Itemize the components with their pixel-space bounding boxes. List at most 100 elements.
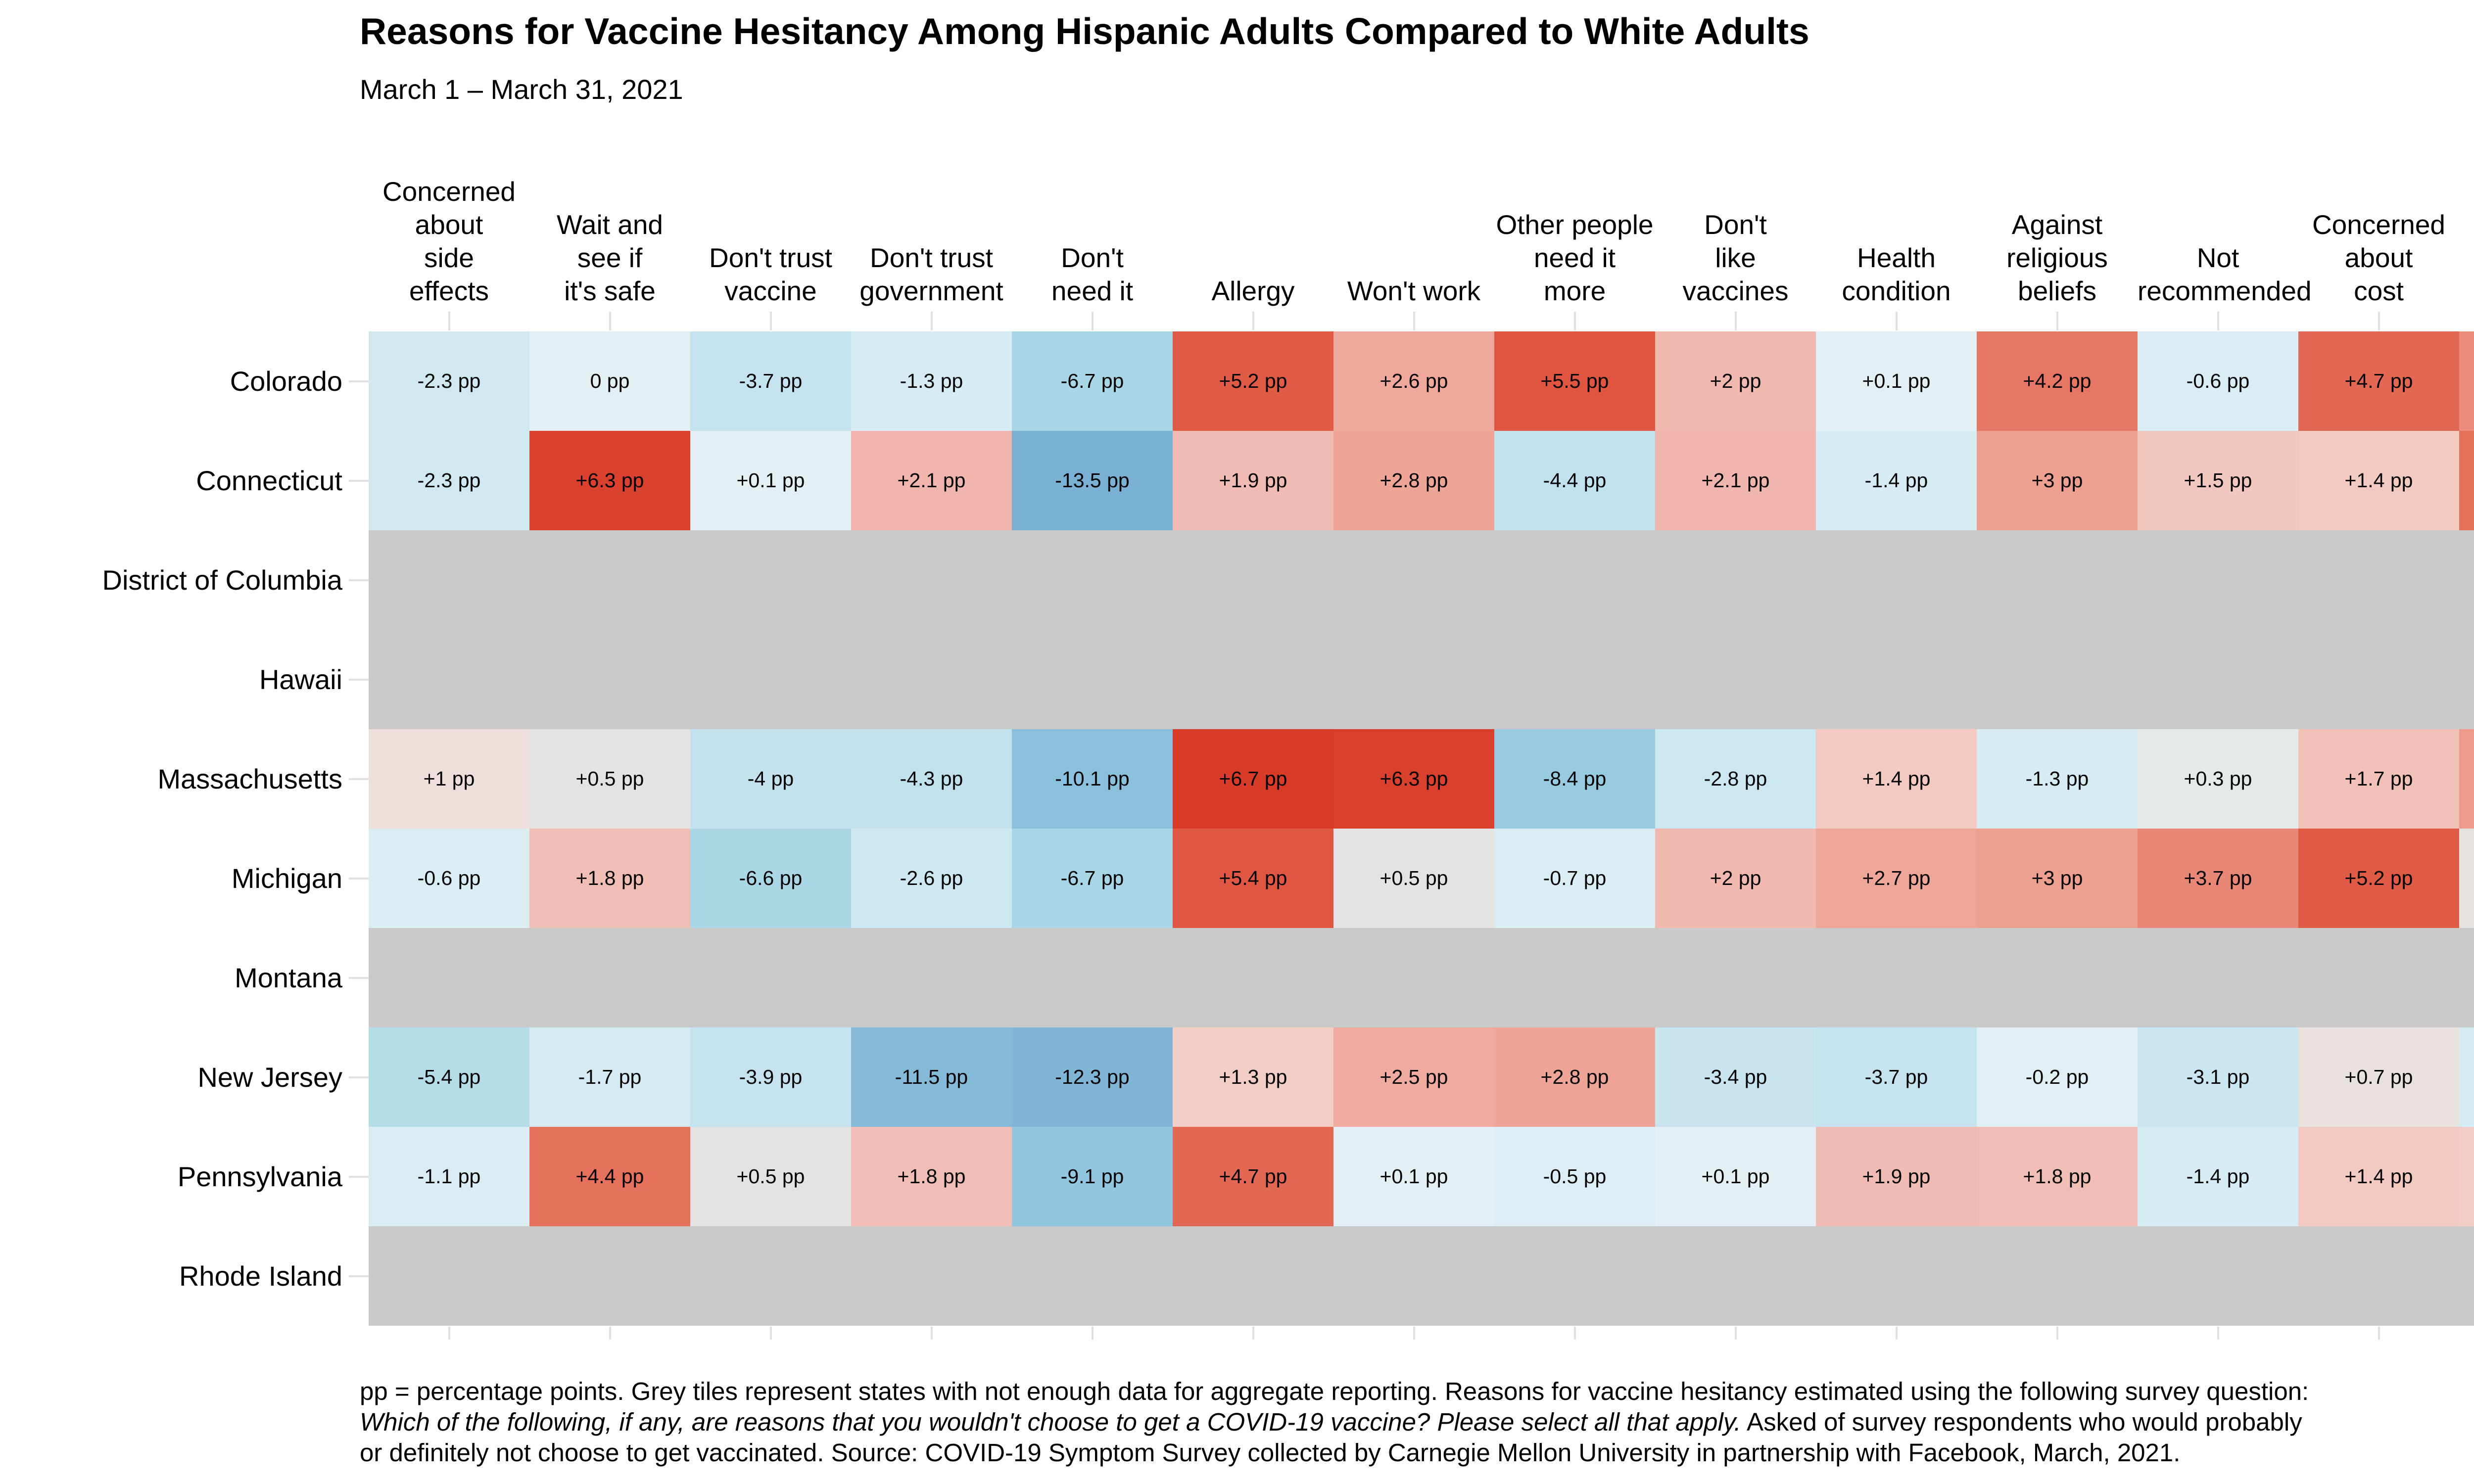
heatmap-cell: -9.1 pp (1012, 1127, 1173, 1226)
cell-value: +2.8 pp (1380, 469, 1448, 492)
axis-tick (349, 1175, 369, 1178)
cell-value: -6.6 pp (739, 867, 803, 889)
heatmap-cell: +2.6 pp (1333, 331, 1494, 431)
heatmap-cell: +4.4 pp (2459, 431, 2474, 530)
heatmap-cell: +5.2 pp (1173, 331, 1333, 431)
column-header-concerned-about-cost: Concerned about cost (2312, 209, 2446, 306)
column-header-against-religious-beliefs: Against religious beliefs (2006, 209, 2108, 306)
heatmap-cell: +1.9 pp (1816, 1127, 1977, 1226)
heatmap-cell: +6.3 pp (1333, 729, 1494, 829)
cell-value: -2.3 pp (417, 370, 481, 392)
cell-value: +2.1 pp (1701, 469, 1770, 492)
no-data-row-rhode-island (369, 1226, 2474, 1326)
row-label-rhode-island: Rhode Island (179, 1260, 342, 1292)
cell-value: +4.4 pp (575, 1165, 644, 1188)
row-label-michigan: Michigan (231, 863, 342, 894)
heatmap-cell: 0 pp (529, 331, 690, 431)
heatmap-cell: -12.3 pp (1012, 1027, 1173, 1127)
heatmap-grid: -2.3 pp 0 pp -3.7 pp -1.3 pp -6.7 pp +5.2 pp +… (369, 331, 2474, 1326)
cell-value: -13.5 pp (1055, 469, 1130, 492)
cell-value: +6.3 pp (1380, 767, 1448, 790)
cell-value: -0.2 pp (2025, 1066, 2089, 1088)
heatmap-cell: -1.7 pp (529, 1027, 690, 1127)
axis-tick (769, 312, 772, 330)
cell-value: +1 pp (423, 767, 475, 790)
heatmap-cell: -8.4 pp (1494, 729, 1655, 829)
cell-value: -4 pp (747, 767, 794, 790)
axis-tick (1252, 312, 1254, 330)
cell-value: -6.7 pp (1060, 370, 1124, 392)
heatmap-cell: -0.6 pp (2138, 331, 2298, 431)
heatmap-cell: +2 pp (1655, 829, 1816, 928)
heatmap-cell: +0.1 pp (1655, 1127, 1816, 1226)
cell-value: +1.5 pp (2184, 469, 2252, 492)
heatmap-cell: -6.7 pp (1012, 829, 1173, 928)
cell-value: +0.1 pp (1380, 1165, 1448, 1188)
cell-value: -1.3 pp (2025, 767, 2089, 790)
heatmap-cell: +3.1 pp (2459, 729, 2474, 829)
axis-tick (930, 1327, 933, 1340)
heatmap-cell: -0.6 pp (369, 829, 529, 928)
cell-value: -0.6 pp (2186, 370, 2250, 392)
cell-value: +1.9 pp (1862, 1165, 1931, 1188)
heatmap-cell: +1.8 pp (1977, 1127, 2138, 1226)
cell-value: +3 pp (2031, 469, 2083, 492)
chart-title: Reasons for Vaccine Hesitancy Among Hisp… (360, 10, 1809, 52)
heatmap-cell: +3.7 pp (2138, 829, 2298, 928)
heatmap-cell: +6.3 pp (529, 431, 690, 530)
heatmap-cell: +5.5 pp (1494, 331, 1655, 431)
row-label-hawaii: Hawaii (259, 664, 342, 695)
axis-tick (609, 1327, 611, 1340)
cell-value: -4.3 pp (900, 767, 963, 790)
axis-tick (349, 579, 369, 581)
cell-value: -12.3 pp (1055, 1066, 1130, 1088)
row-labels: Colorado Connecticut District of Columbia H… (0, 331, 342, 1326)
column-header-not-recommended: Not recommended (2138, 242, 2312, 306)
cell-value: -1.3 pp (900, 370, 963, 392)
axis-tick (1091, 1327, 1094, 1340)
heatmap-cell: -3.4 pp (1655, 1027, 1816, 1127)
row-label-massachusetts: Massachusetts (157, 763, 343, 794)
axis-tick (1413, 312, 1415, 330)
cell-value: -8.4 pp (1543, 767, 1607, 790)
axis-tick (349, 380, 369, 382)
axis-tick (349, 976, 369, 979)
heatmap-cell: +3 pp (1977, 431, 2138, 530)
axis-tick (2056, 312, 2058, 330)
heatmap-cell: -4.3 pp (851, 729, 1012, 829)
row-label-colorado: Colorado (230, 366, 342, 397)
cell-value: +3 pp (2031, 867, 2083, 889)
cell-value: -9.1 pp (1060, 1165, 1124, 1188)
top-axis-ticks (369, 312, 2474, 330)
cell-value: +4.7 pp (1219, 1165, 1287, 1188)
heatmap-cell: +1.8 pp (529, 829, 690, 928)
footnote-survey-question: Which of the following, if any, are reas… (360, 1408, 1741, 1436)
heatmap-cell: +1.4 pp (2298, 431, 2459, 530)
heatmap-cell: -6.7 pp (1012, 331, 1173, 431)
heatmap-cell: -3.7 pp (690, 331, 851, 431)
heatmap-cell: +4.2 pp (1977, 331, 2138, 431)
cell-value: +4.2 pp (2023, 370, 2092, 392)
heatmap-cell: +1.8 pp (851, 1127, 1012, 1226)
cell-value: -2.6 pp (900, 867, 963, 889)
heatmap-cell: +3.5 pp (2459, 331, 2474, 431)
left-axis-ticks (349, 331, 369, 1326)
heatmap-cell: +0.6 pp (2459, 829, 2474, 928)
bottom-axis-ticks (369, 1327, 2474, 1340)
cell-value: -3.7 pp (739, 370, 803, 392)
column-header-health-condition: Health condition (1842, 242, 1951, 306)
heatmap-cell: -2.8 pp (1655, 729, 1816, 829)
cell-value: +1.4 pp (2344, 1165, 2413, 1188)
heatmap-cell: -3.1 pp (2138, 1027, 2298, 1127)
cell-value: +0.1 pp (1862, 370, 1931, 392)
axis-tick (930, 312, 933, 330)
cell-value: 0 pp (590, 370, 630, 392)
heatmap-cell: +4.7 pp (1173, 1127, 1333, 1226)
heatmap-cell: +0.5 pp (1333, 829, 1494, 928)
heatmap-cell: +6.7 pp (1173, 729, 1333, 829)
heatmap-cell: -1.4 pp (1816, 431, 1977, 530)
heatmap-cell: -4 pp (690, 729, 851, 829)
axis-tick (1413, 1327, 1415, 1340)
axis-tick (1895, 312, 1898, 330)
heatmap-cell: +0.3 pp (2138, 729, 2298, 829)
